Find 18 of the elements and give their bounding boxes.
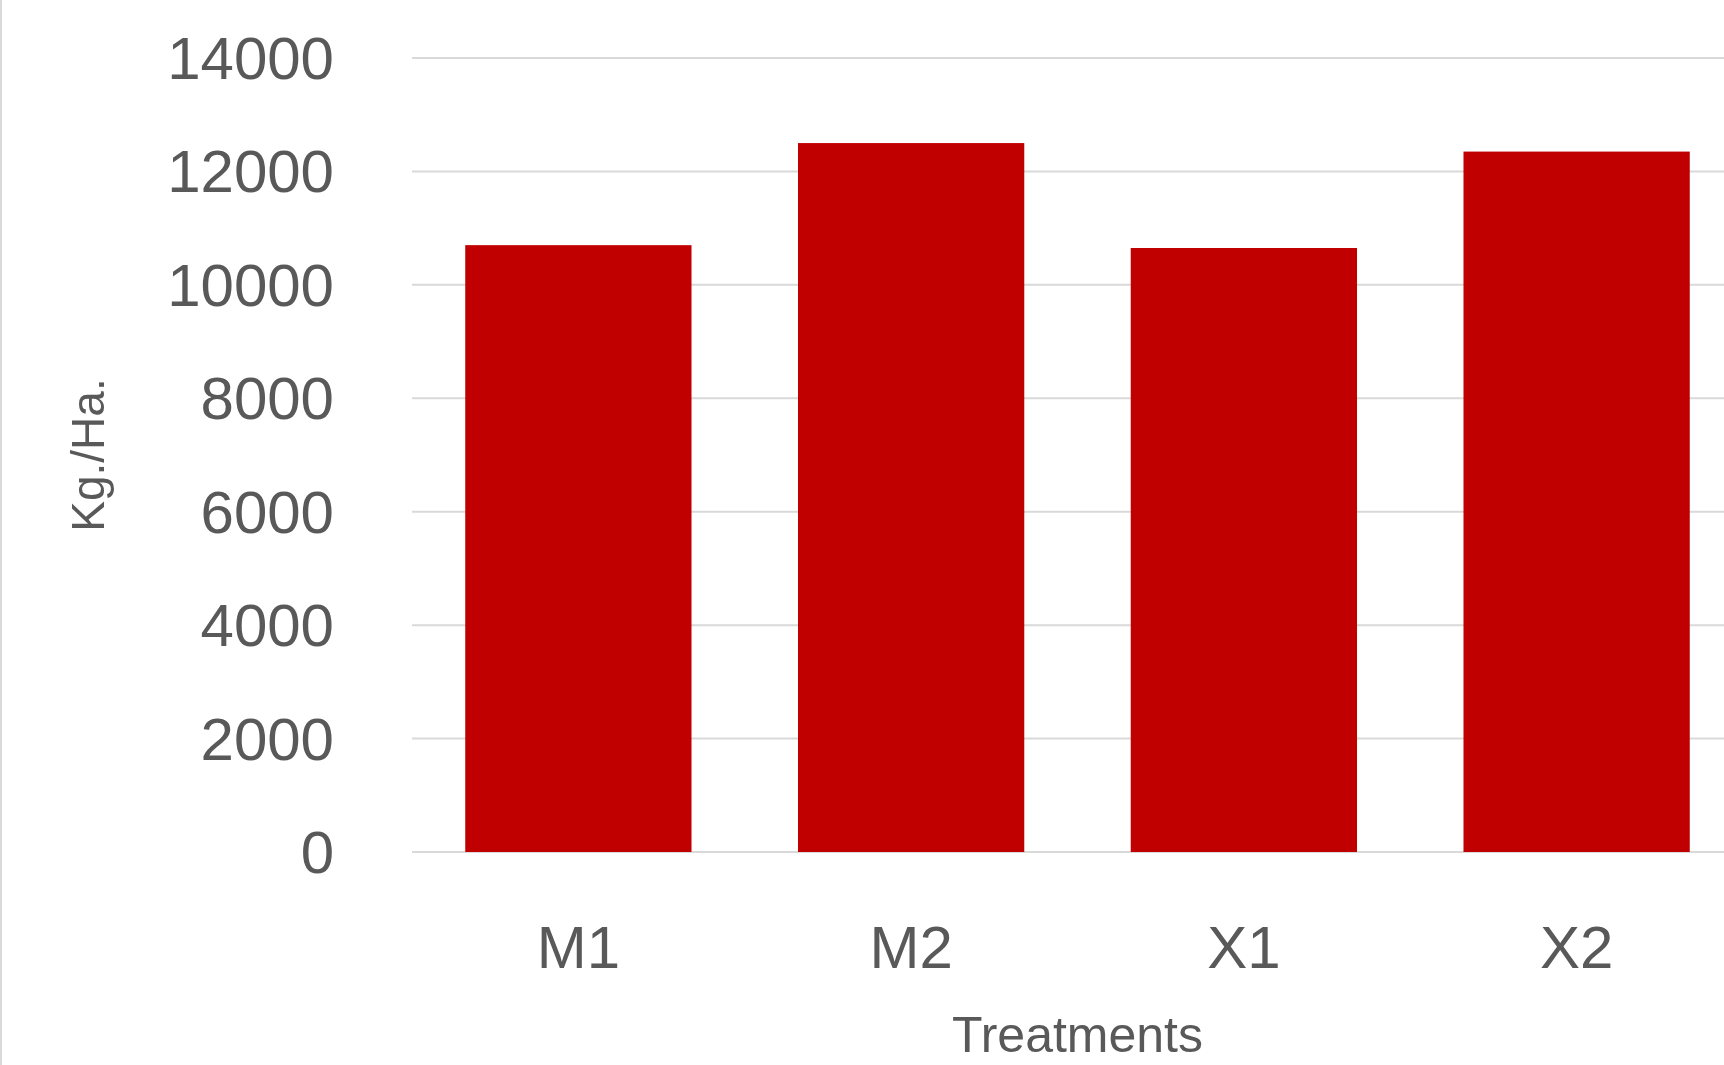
bar [797, 143, 1025, 852]
y-tick-label: 10000 [167, 251, 334, 319]
y-tick-label: 8000 [200, 365, 334, 433]
y-tick-label: 14000 [167, 25, 334, 92]
y-tick-label: 2000 [200, 705, 334, 773]
y-tick-label: 0 [300, 819, 334, 886]
x-axis-title: Treatments [951, 1007, 1204, 1063]
x-tick-label: X1 [1207, 914, 1281, 981]
x-tick-label: M2 [869, 914, 953, 981]
x-tick-label: X2 [1539, 914, 1614, 981]
x-tick-label: M1 [536, 914, 621, 981]
y-tick-label: 12000 [167, 138, 334, 206]
y-tick-label: 6000 [200, 478, 334, 546]
bar [1130, 247, 1358, 852]
bar [1463, 151, 1690, 852]
bar [465, 245, 692, 852]
y-axis-title: Kg./Ha. [62, 378, 114, 532]
y-tick-label: 4000 [200, 592, 334, 660]
